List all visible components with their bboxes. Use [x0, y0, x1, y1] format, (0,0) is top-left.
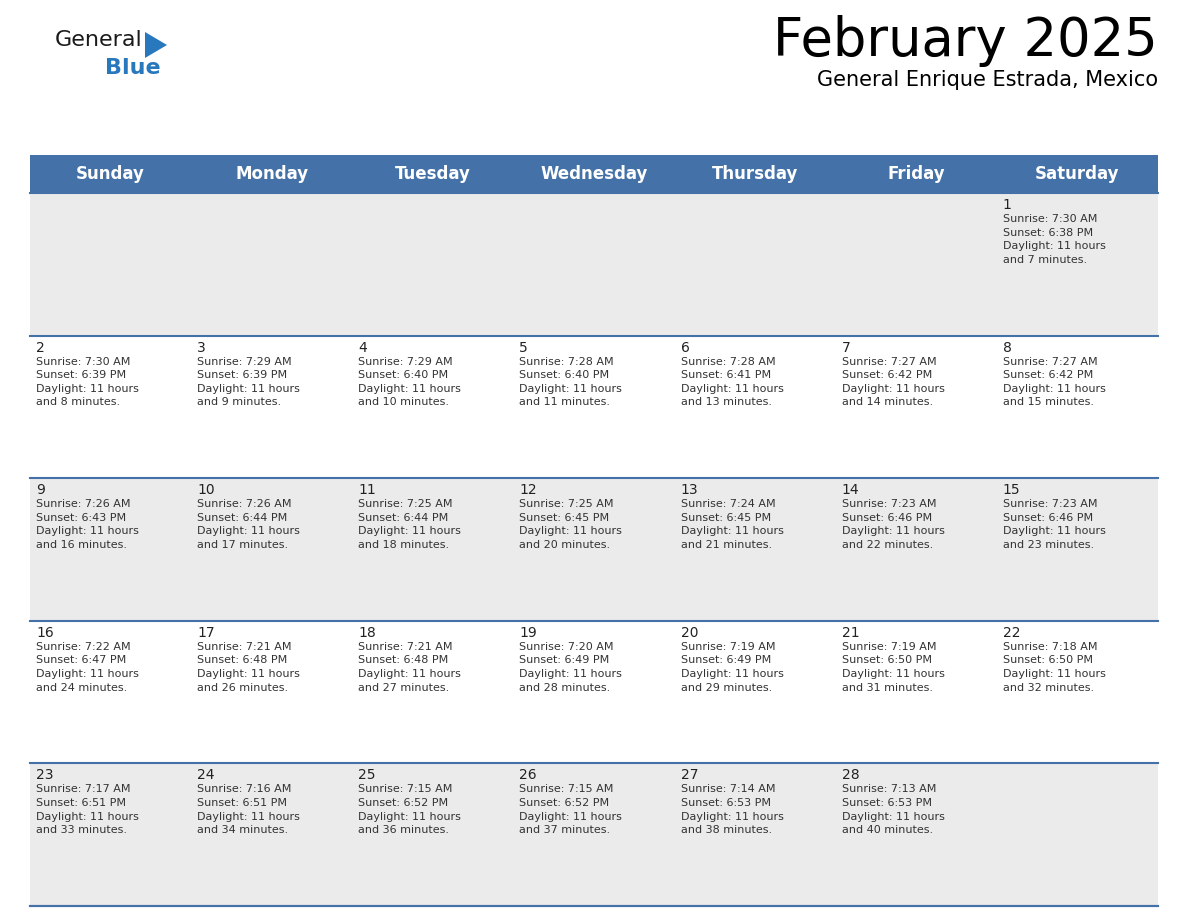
Bar: [191, 155, 353, 193]
Text: 27: 27: [681, 768, 699, 782]
Text: Sunrise: 7:27 AM
Sunset: 6:42 PM
Daylight: 11 hours
and 15 minutes.: Sunrise: 7:27 AM Sunset: 6:42 PM Dayligh…: [1003, 356, 1106, 408]
Text: Sunrise: 7:22 AM
Sunset: 6:47 PM
Daylight: 11 hours
and 24 minutes.: Sunrise: 7:22 AM Sunset: 6:47 PM Dayligh…: [36, 642, 139, 692]
Text: Sunrise: 7:13 AM
Sunset: 6:53 PM
Daylight: 11 hours
and 40 minutes.: Sunrise: 7:13 AM Sunset: 6:53 PM Dayligh…: [842, 784, 944, 835]
Text: Sunrise: 7:20 AM
Sunset: 6:49 PM
Daylight: 11 hours
and 28 minutes.: Sunrise: 7:20 AM Sunset: 6:49 PM Dayligh…: [519, 642, 623, 692]
Text: 14: 14: [842, 483, 859, 498]
Text: 24: 24: [197, 768, 215, 782]
Bar: [30, 478, 1158, 621]
Text: Monday: Monday: [235, 165, 308, 183]
Text: 4: 4: [359, 341, 367, 354]
Text: Sunrise: 7:28 AM
Sunset: 6:41 PM
Daylight: 11 hours
and 13 minutes.: Sunrise: 7:28 AM Sunset: 6:41 PM Dayligh…: [681, 356, 783, 408]
Text: Wednesday: Wednesday: [541, 165, 647, 183]
Text: 11: 11: [359, 483, 377, 498]
Text: 13: 13: [681, 483, 699, 498]
Polygon shape: [145, 32, 168, 58]
Text: 20: 20: [681, 626, 699, 640]
Text: 10: 10: [197, 483, 215, 498]
Text: 2: 2: [36, 341, 45, 354]
Text: Sunrise: 7:26 AM
Sunset: 6:43 PM
Daylight: 11 hours
and 16 minutes.: Sunrise: 7:26 AM Sunset: 6:43 PM Dayligh…: [36, 499, 139, 550]
Text: Sunrise: 7:26 AM
Sunset: 6:44 PM
Daylight: 11 hours
and 17 minutes.: Sunrise: 7:26 AM Sunset: 6:44 PM Dayligh…: [197, 499, 301, 550]
Text: Sunrise: 7:21 AM
Sunset: 6:48 PM
Daylight: 11 hours
and 26 minutes.: Sunrise: 7:21 AM Sunset: 6:48 PM Dayligh…: [197, 642, 301, 692]
Text: Sunday: Sunday: [76, 165, 145, 183]
Text: 9: 9: [36, 483, 45, 498]
Text: 18: 18: [359, 626, 377, 640]
Text: 7: 7: [842, 341, 851, 354]
Text: Sunrise: 7:24 AM
Sunset: 6:45 PM
Daylight: 11 hours
and 21 minutes.: Sunrise: 7:24 AM Sunset: 6:45 PM Dayligh…: [681, 499, 783, 550]
Text: Sunrise: 7:29 AM
Sunset: 6:40 PM
Daylight: 11 hours
and 10 minutes.: Sunrise: 7:29 AM Sunset: 6:40 PM Dayligh…: [359, 356, 461, 408]
Text: 23: 23: [36, 768, 53, 782]
Text: 16: 16: [36, 626, 53, 640]
Bar: [513, 155, 675, 193]
Text: 17: 17: [197, 626, 215, 640]
Text: 12: 12: [519, 483, 537, 498]
Text: Sunrise: 7:15 AM
Sunset: 6:52 PM
Daylight: 11 hours
and 37 minutes.: Sunrise: 7:15 AM Sunset: 6:52 PM Dayligh…: [519, 784, 623, 835]
Text: Blue: Blue: [105, 58, 160, 78]
Bar: [30, 764, 1158, 906]
Text: Sunrise: 7:25 AM
Sunset: 6:44 PM
Daylight: 11 hours
and 18 minutes.: Sunrise: 7:25 AM Sunset: 6:44 PM Dayligh…: [359, 499, 461, 550]
Text: Friday: Friday: [887, 165, 946, 183]
Bar: [30, 336, 1158, 478]
Text: Saturday: Saturday: [1035, 165, 1119, 183]
Text: Sunrise: 7:27 AM
Sunset: 6:42 PM
Daylight: 11 hours
and 14 minutes.: Sunrise: 7:27 AM Sunset: 6:42 PM Dayligh…: [842, 356, 944, 408]
Text: General Enrique Estrada, Mexico: General Enrique Estrada, Mexico: [817, 70, 1158, 90]
Bar: [30, 155, 191, 193]
Text: 28: 28: [842, 768, 859, 782]
Text: 26: 26: [519, 768, 537, 782]
Text: Sunrise: 7:21 AM
Sunset: 6:48 PM
Daylight: 11 hours
and 27 minutes.: Sunrise: 7:21 AM Sunset: 6:48 PM Dayligh…: [359, 642, 461, 692]
Text: 5: 5: [519, 341, 529, 354]
Text: Tuesday: Tuesday: [394, 165, 470, 183]
Text: 19: 19: [519, 626, 537, 640]
Text: Sunrise: 7:15 AM
Sunset: 6:52 PM
Daylight: 11 hours
and 36 minutes.: Sunrise: 7:15 AM Sunset: 6:52 PM Dayligh…: [359, 784, 461, 835]
Text: Sunrise: 7:23 AM
Sunset: 6:46 PM
Daylight: 11 hours
and 22 minutes.: Sunrise: 7:23 AM Sunset: 6:46 PM Dayligh…: [842, 499, 944, 550]
Text: February 2025: February 2025: [773, 15, 1158, 67]
Text: 8: 8: [1003, 341, 1012, 354]
Bar: [353, 155, 513, 193]
Text: Sunrise: 7:28 AM
Sunset: 6:40 PM
Daylight: 11 hours
and 11 minutes.: Sunrise: 7:28 AM Sunset: 6:40 PM Dayligh…: [519, 356, 623, 408]
Text: Sunrise: 7:19 AM
Sunset: 6:49 PM
Daylight: 11 hours
and 29 minutes.: Sunrise: 7:19 AM Sunset: 6:49 PM Dayligh…: [681, 642, 783, 692]
Text: General: General: [55, 30, 143, 50]
Text: Sunrise: 7:29 AM
Sunset: 6:39 PM
Daylight: 11 hours
and 9 minutes.: Sunrise: 7:29 AM Sunset: 6:39 PM Dayligh…: [197, 356, 301, 408]
Text: 1: 1: [1003, 198, 1012, 212]
Text: Thursday: Thursday: [712, 165, 798, 183]
Text: 22: 22: [1003, 626, 1020, 640]
Bar: [835, 155, 997, 193]
Bar: [997, 155, 1158, 193]
Text: 6: 6: [681, 341, 689, 354]
Text: Sunrise: 7:19 AM
Sunset: 6:50 PM
Daylight: 11 hours
and 31 minutes.: Sunrise: 7:19 AM Sunset: 6:50 PM Dayligh…: [842, 642, 944, 692]
Text: Sunrise: 7:17 AM
Sunset: 6:51 PM
Daylight: 11 hours
and 33 minutes.: Sunrise: 7:17 AM Sunset: 6:51 PM Dayligh…: [36, 784, 139, 835]
Bar: [675, 155, 835, 193]
Bar: [30, 193, 1158, 336]
Text: 21: 21: [842, 626, 859, 640]
Text: Sunrise: 7:18 AM
Sunset: 6:50 PM
Daylight: 11 hours
and 32 minutes.: Sunrise: 7:18 AM Sunset: 6:50 PM Dayligh…: [1003, 642, 1106, 692]
Bar: [30, 621, 1158, 764]
Text: 15: 15: [1003, 483, 1020, 498]
Text: 3: 3: [197, 341, 206, 354]
Text: Sunrise: 7:14 AM
Sunset: 6:53 PM
Daylight: 11 hours
and 38 minutes.: Sunrise: 7:14 AM Sunset: 6:53 PM Dayligh…: [681, 784, 783, 835]
Text: Sunrise: 7:25 AM
Sunset: 6:45 PM
Daylight: 11 hours
and 20 minutes.: Sunrise: 7:25 AM Sunset: 6:45 PM Dayligh…: [519, 499, 623, 550]
Text: Sunrise: 7:30 AM
Sunset: 6:38 PM
Daylight: 11 hours
and 7 minutes.: Sunrise: 7:30 AM Sunset: 6:38 PM Dayligh…: [1003, 214, 1106, 264]
Text: Sunrise: 7:16 AM
Sunset: 6:51 PM
Daylight: 11 hours
and 34 minutes.: Sunrise: 7:16 AM Sunset: 6:51 PM Dayligh…: [197, 784, 301, 835]
Text: Sunrise: 7:30 AM
Sunset: 6:39 PM
Daylight: 11 hours
and 8 minutes.: Sunrise: 7:30 AM Sunset: 6:39 PM Dayligh…: [36, 356, 139, 408]
Text: 25: 25: [359, 768, 375, 782]
Text: Sunrise: 7:23 AM
Sunset: 6:46 PM
Daylight: 11 hours
and 23 minutes.: Sunrise: 7:23 AM Sunset: 6:46 PM Dayligh…: [1003, 499, 1106, 550]
